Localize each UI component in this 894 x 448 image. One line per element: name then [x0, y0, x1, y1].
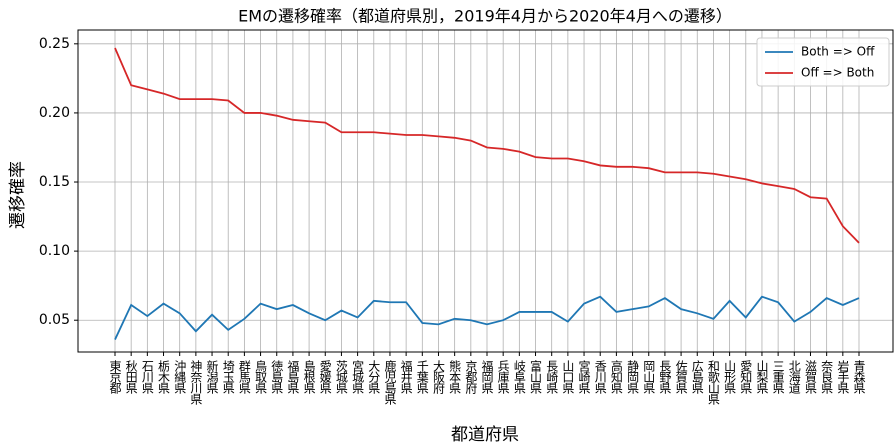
- x-tick-label: 長野県: [658, 360, 672, 394]
- x-tick-label: 宮崎県: [577, 359, 591, 394]
- x-tick-label: 群馬県: [237, 360, 251, 394]
- x-tick-label: 福井県: [399, 359, 413, 394]
- series-line: [114, 47, 860, 244]
- x-tick-label: 福島県: [286, 359, 300, 394]
- legend-label: Both => Off: [801, 45, 875, 59]
- x-tick-label: 奈良県: [820, 360, 834, 394]
- x-tick-label: 佐賀県: [674, 360, 688, 394]
- x-tick-label: 島根県: [302, 359, 316, 394]
- x-tick-label: 千葉県: [415, 360, 429, 394]
- x-tick-label: 埼玉県: [221, 360, 235, 394]
- y-tick-label: 0.05: [39, 312, 70, 328]
- x-tick-label: 新潟県: [205, 359, 219, 394]
- x-tick-label: 岩手県: [836, 359, 850, 394]
- x-tick-label: 福岡県: [480, 359, 494, 394]
- x-tick-label: 山形県: [723, 360, 737, 394]
- x-tick-label: 滋賀県: [803, 360, 817, 394]
- y-tick-label: 0.15: [39, 174, 70, 190]
- x-tick-label: 三重県: [771, 360, 785, 394]
- series-line: [114, 295, 860, 340]
- x-tick-label: 愛知県: [739, 360, 753, 394]
- x-tick-label: 神奈川県: [189, 360, 203, 405]
- x-tick-label: 東京都: [108, 360, 122, 394]
- legend-label: Off => Both: [801, 66, 874, 80]
- x-tick-label: 山梨県: [755, 360, 769, 394]
- x-tick-label: 兵庫県: [496, 360, 510, 394]
- x-tick-label: 岐阜県: [512, 360, 526, 394]
- x-tick-label: 茨城県: [334, 360, 348, 394]
- x-tick-label: 京都府: [464, 360, 478, 394]
- x-tick-label: 広島県: [690, 360, 704, 394]
- x-tick-label: 山口県: [561, 360, 575, 394]
- y-axis-label: 遷移確率: [8, 161, 28, 229]
- y-tick-label: 0.10: [39, 243, 70, 259]
- x-tick-label: 大阪府: [431, 360, 445, 394]
- x-tick-label: 北海道: [787, 360, 801, 394]
- y-tick-label: 0.20: [39, 105, 70, 121]
- x-tick-label: 青森県: [852, 360, 866, 394]
- legend-box: [756, 37, 890, 87]
- x-tick-label: 岡山県: [642, 360, 656, 394]
- x-tick-label: 長崎県: [545, 360, 559, 394]
- x-tick-label: 愛媛県: [318, 360, 332, 394]
- x-tick-label: 秋田県: [124, 360, 138, 394]
- x-tick-label: 石川県: [140, 360, 154, 394]
- x-tick-label: 香川県: [593, 360, 607, 394]
- x-tick-label: 鳥取県: [254, 359, 268, 394]
- x-tick-label: 宮城県: [351, 359, 365, 394]
- y-tick-label: 0.25: [39, 36, 70, 52]
- x-axis-label: 都道府県: [451, 425, 519, 445]
- x-tick-label: 高知県: [609, 359, 623, 394]
- x-tick-label: 徳島県: [270, 359, 284, 394]
- x-tick-label: 大分県: [367, 360, 381, 394]
- x-tick-label: 沖縄県: [173, 360, 187, 394]
- x-tick-label: 和歌山県: [706, 360, 720, 405]
- x-tick-label: 鹿児島県: [383, 359, 397, 405]
- x-tick-label: 富山県: [529, 359, 543, 394]
- plot-frame: [77, 29, 894, 353]
- x-tick-label: 熊本県: [448, 359, 462, 394]
- chart-title: EMの遷移確率（都道府県別，2019年4月から2020年4月への遷移）: [238, 7, 732, 26]
- x-tick-label: 静岡県: [626, 360, 640, 394]
- x-tick-label: 栃木県: [157, 360, 171, 394]
